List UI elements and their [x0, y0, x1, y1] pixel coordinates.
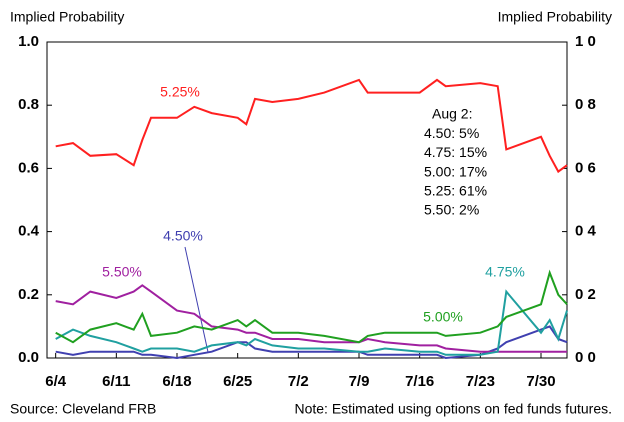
series-line — [55, 284, 567, 353]
y-tick-label: 0.6 — [18, 159, 39, 176]
annotation: Aug 2: — [432, 106, 472, 122]
x-tick-label: 7/16 — [405, 373, 434, 390]
y-tick-label: 0.2 — [18, 286, 39, 303]
source: Source: Cleveland FRB — [10, 401, 156, 417]
y-tick-label: 0.4 — [18, 223, 40, 240]
annotation: 4.50: 5% — [424, 125, 479, 141]
x-tick-label: 6/25 — [223, 373, 252, 390]
x-tick-label: 6/11 — [102, 373, 130, 390]
series-label: 5.00% — [423, 309, 463, 325]
y2-tick-label: 0 4 — [575, 223, 597, 240]
x-tick-label: 7/2 — [288, 373, 309, 390]
series-label: 4.75% — [485, 264, 525, 280]
y-tick-label: 0.0 — [18, 349, 39, 366]
series-label: 5.25% — [160, 84, 200, 100]
y2-tick-label: 0 0 — [575, 349, 596, 366]
x-tick-label: 6/4 — [45, 373, 67, 390]
x-tick-label: 7/9 — [349, 373, 370, 390]
y2-tick-label: 0 6 — [575, 159, 596, 176]
y-axis-label: Implied Probability — [10, 9, 124, 25]
series-label: 5.50% — [102, 264, 142, 280]
series-line — [55, 289, 568, 356]
annotation: 4.75: 15% — [424, 144, 487, 160]
x-tick-label: 7/30 — [526, 373, 555, 390]
series-line — [55, 325, 568, 360]
annotation: 5.00: 17% — [424, 163, 487, 179]
plot-frame — [46, 41, 568, 359]
y2-tick-label: 0 2 — [575, 286, 596, 303]
y2-tick-label: 1 0 — [575, 33, 596, 50]
x-tick-label: 6/18 — [162, 373, 191, 390]
series-label: 4.50% — [163, 228, 203, 244]
leader-line — [184, 246, 209, 353]
y-tick-label: 0.8 — [18, 96, 39, 113]
series-line — [55, 78, 568, 174]
annotation: 5.50: 2% — [424, 202, 479, 218]
annotation: 5.25: 61% — [424, 183, 487, 199]
y-tick-label: 1.0 — [18, 33, 39, 50]
series-line — [55, 269, 568, 344]
y2-tick-label: 0 8 — [575, 96, 596, 113]
y2-axis-label: Implied Probability — [498, 9, 612, 25]
note: Note: Estimated using options on fed fun… — [294, 401, 612, 417]
x-tick-label: 7/23 — [466, 373, 495, 390]
